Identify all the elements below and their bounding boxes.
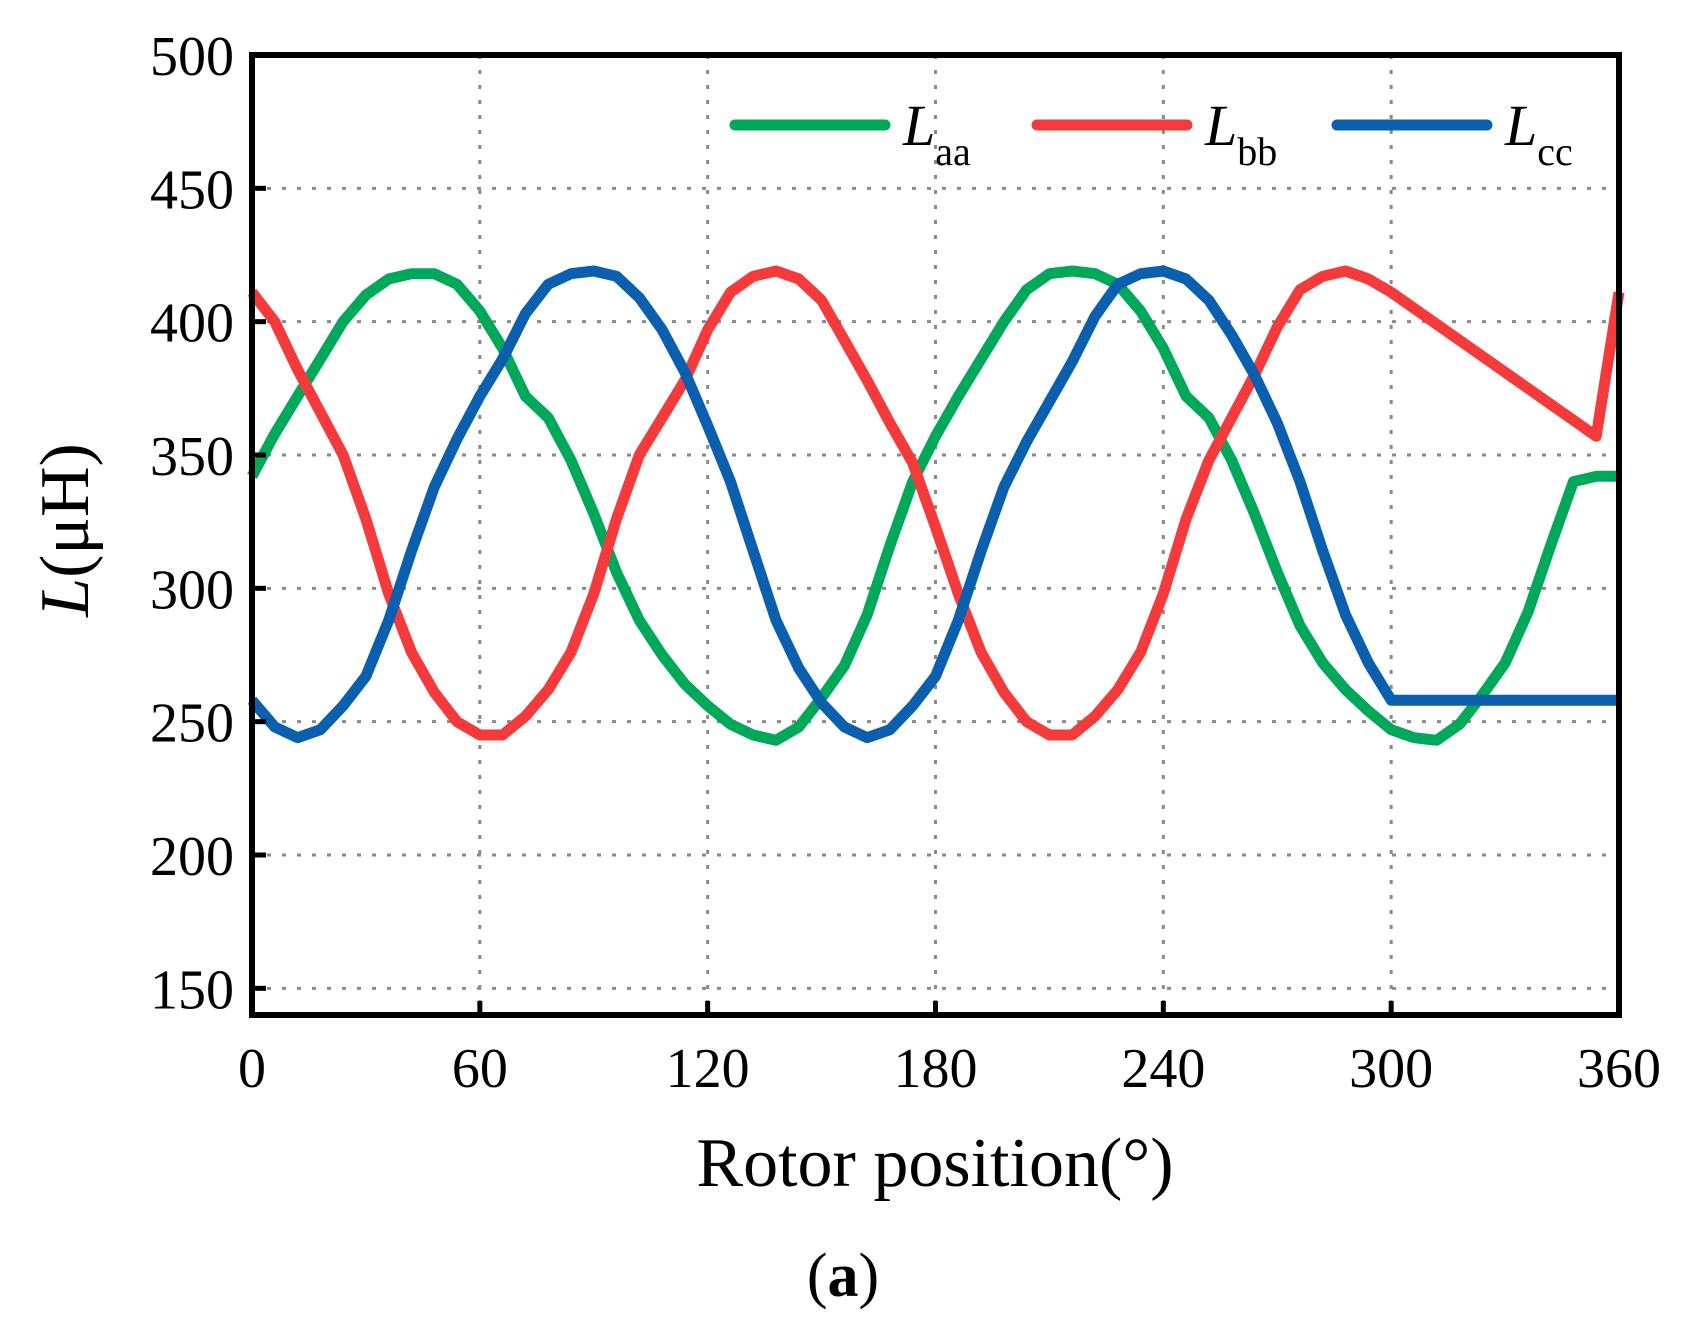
x-tick-label: 120 [666, 1038, 750, 1100]
legend-label-symbol: L [1504, 93, 1537, 158]
x-tick-label: 360 [1577, 1038, 1661, 1100]
x-tick-label: 180 [894, 1038, 978, 1100]
x-axis-title: Rotor position(°) [696, 1125, 1173, 1202]
y-tick-label: 250 [150, 693, 234, 755]
panel-label-letter: a [828, 1242, 859, 1310]
legend-label-symbol: L [902, 93, 935, 158]
y-axis-title-symbol: L [27, 578, 104, 618]
y-tick-label: 500 [150, 26, 234, 88]
axis-ticks: 0 60 120 180 240 300 360 150 200 250 300 350 400 450 5… [150, 26, 1661, 1100]
y-tick-label: 400 [150, 293, 234, 355]
x-tick-label: 300 [1349, 1038, 1433, 1100]
y-tick-label: 300 [150, 559, 234, 621]
series-line-lbb [247, 265, 1625, 741]
y-tick-label: 450 [150, 159, 234, 221]
legend-label-subscript: cc [1537, 129, 1573, 174]
y-tick-label: 200 [150, 826, 234, 888]
legend-label-lbb: Lbb [1204, 93, 1277, 174]
legend-label-laa: Laa [902, 93, 971, 174]
y-tick-label: 350 [150, 426, 234, 488]
series-line-laa [247, 265, 1619, 746]
y-tick-label: 150 [150, 959, 234, 1021]
legend: Laa Lbb Lcc [729, 93, 1573, 174]
x-tick-label: 0 [238, 1038, 266, 1100]
x-tick-label: 240 [1121, 1038, 1205, 1100]
legend-label-subscript: bb [1237, 129, 1277, 174]
panel-label-open: ( [807, 1242, 828, 1310]
series-line-lcc [247, 265, 1619, 744]
legend-label-subscript: aa [935, 129, 971, 174]
x-tick-label: 60 [452, 1038, 508, 1100]
plot-series [247, 265, 1625, 746]
legend-label-lcc: Lcc [1504, 93, 1573, 174]
y-axis-title: L(μH) [27, 443, 104, 618]
panel-label: (a) [807, 1242, 879, 1310]
panel-label-close: ) [859, 1242, 880, 1310]
legend-label-symbol: L [1204, 93, 1237, 158]
y-axis-title-unit: (μH) [27, 443, 104, 578]
